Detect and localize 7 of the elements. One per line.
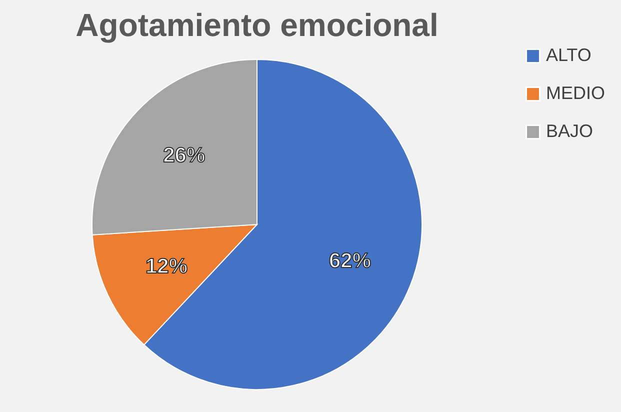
data-label: 62%	[328, 249, 372, 272]
legend-label: ALTO	[546, 45, 592, 65]
data-label: 26%	[163, 144, 206, 168]
legend-label: MEDIO	[546, 83, 606, 103]
chart-title: Agotamiento emocional	[76, 7, 438, 43]
legend-label: BAJO	[546, 121, 594, 141]
data-label: 12%	[146, 255, 188, 278]
